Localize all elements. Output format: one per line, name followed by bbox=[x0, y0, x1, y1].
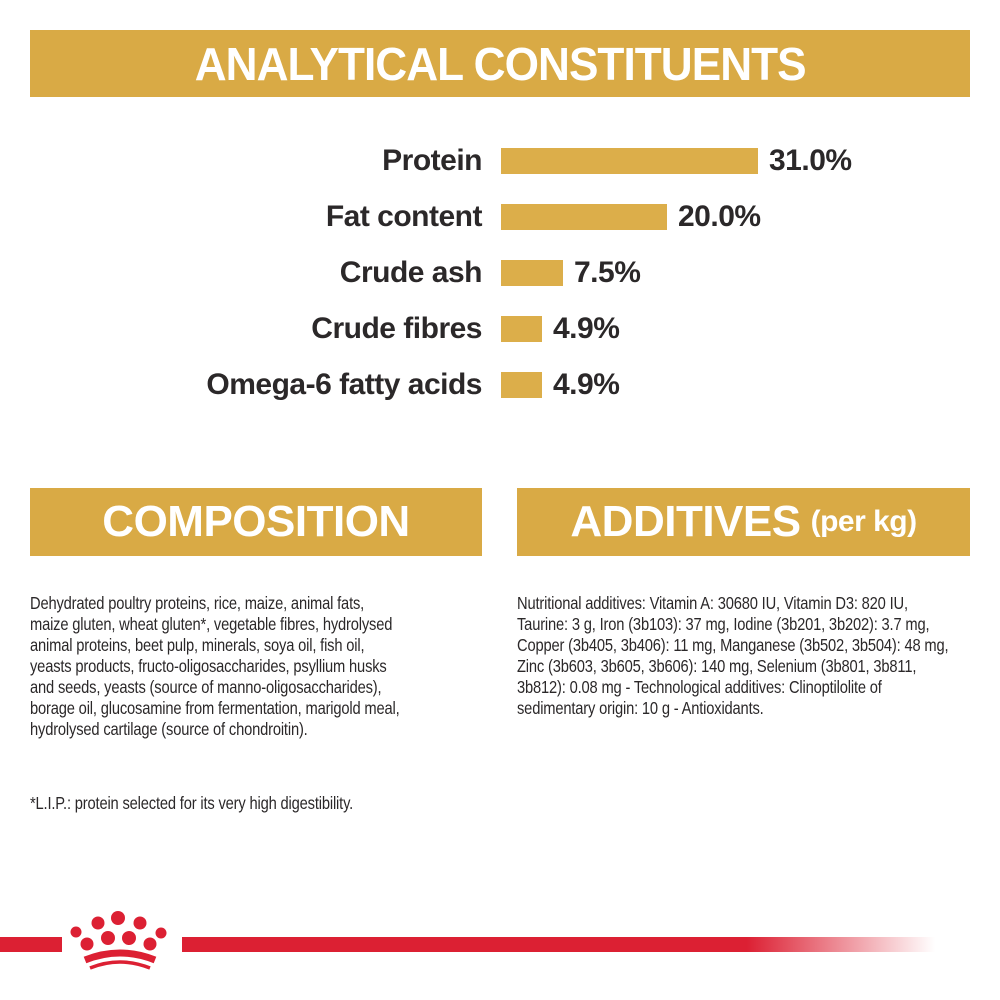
additives-title-suffix: (per kg) bbox=[810, 505, 918, 538]
chart-bar-fat-content bbox=[501, 204, 667, 230]
chart-row-fat-content: Fat content 20.0% bbox=[30, 189, 970, 245]
chart-bar-crude-ash bbox=[501, 260, 563, 286]
additives-header: ADDITIVES (per kg) bbox=[517, 488, 970, 556]
composition-title: COMPOSITION bbox=[102, 497, 410, 546]
additives-body: Nutritional additives: Vitamin A: 30680 … bbox=[517, 593, 949, 718]
lip-footnote: *L.I.P.: protein selected for its very h… bbox=[30, 793, 354, 813]
chart-value-omega6: 4.9% bbox=[553, 368, 620, 401]
additives-title: ADDITIVES bbox=[570, 497, 801, 546]
royal-canin-crown-logo bbox=[70, 911, 167, 970]
composition-body: Dehydrated poultry proteins, rice, maize… bbox=[30, 593, 400, 739]
chart-value-fat-content: 20.0% bbox=[678, 200, 761, 233]
chart-label-crude-ash: Crude ash bbox=[339, 256, 483, 289]
chart-label-omega6: Omega-6 fatty acids bbox=[206, 368, 482, 401]
chart-row-omega6: Omega-6 fatty acids 4.9% bbox=[30, 357, 970, 413]
analytical-constituents-chart: Protein 31.0% Fat content 20.0% Crude as… bbox=[30, 133, 970, 413]
chart-value-crude-fibres: 4.9% bbox=[553, 312, 620, 345]
chart-value-protein: 31.0% bbox=[769, 144, 852, 177]
brand-band-right bbox=[182, 937, 935, 952]
chart-label-protein: Protein bbox=[382, 144, 482, 177]
additives-text-block: Nutritional additives: Vitamin A: 30680 … bbox=[517, 572, 987, 740]
chart-row-protein: Protein 31.0% bbox=[30, 133, 970, 189]
composition-header: COMPOSITION bbox=[30, 488, 482, 556]
composition-text-block: Dehydrated poultry proteins, rice, maize… bbox=[30, 572, 500, 835]
analytical-constituents-header: ANALYTICAL CONSTITUENTS bbox=[30, 30, 970, 97]
chart-row-crude-ash: Crude ash 7.5% bbox=[30, 245, 970, 301]
chart-row-crude-fibres: Crude fibres 4.9% bbox=[30, 301, 970, 357]
chart-bar-omega6 bbox=[501, 372, 542, 398]
brand-band-left bbox=[0, 937, 62, 952]
chart-value-crude-ash: 7.5% bbox=[574, 256, 641, 289]
chart-label-crude-fibres: Crude fibres bbox=[311, 312, 482, 345]
analytical-constituents-title: ANALYTICAL CONSTITUENTS bbox=[194, 37, 807, 90]
chart-bar-crude-fibres bbox=[501, 316, 542, 342]
chart-label-fat-content: Fat content bbox=[325, 200, 483, 233]
chart-bar-protein bbox=[501, 148, 758, 174]
